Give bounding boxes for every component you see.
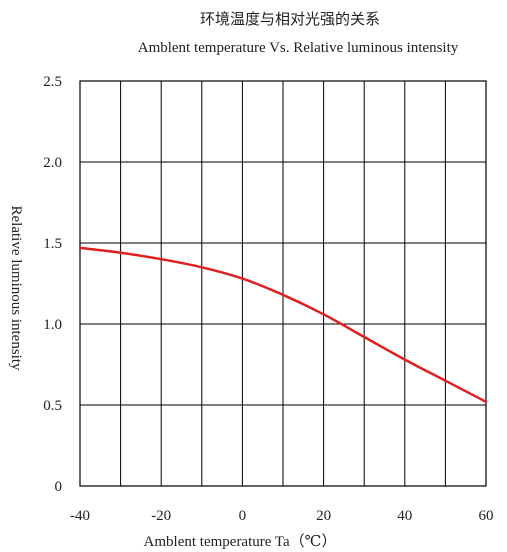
x-tick-label: 20 bbox=[316, 508, 331, 524]
y-axis-label: Relative luminous intensity bbox=[8, 206, 24, 371]
grid bbox=[80, 81, 486, 486]
y-tick-label: 2.5 bbox=[43, 74, 62, 90]
y-tick-label: 2.0 bbox=[43, 155, 62, 171]
plot-area bbox=[79, 80, 487, 487]
x-tick-label: -20 bbox=[151, 508, 171, 524]
y-tick-labels: 0 0.5 1.0 1.5 2.0 2.5 bbox=[43, 74, 62, 495]
x-tick-label: 60 bbox=[479, 508, 494, 524]
y-tick-label: 0.5 bbox=[43, 398, 62, 414]
x-tick-label: 0 bbox=[239, 508, 247, 524]
series-line bbox=[78, 246, 488, 404]
chart-title-cn: 环境温度与相对光强的关系 bbox=[200, 10, 380, 28]
x-tick-label: 40 bbox=[397, 508, 412, 524]
x-tick-label: -40 bbox=[70, 508, 90, 524]
y-tick-label: 1.5 bbox=[43, 236, 62, 252]
x-axis-label: Amblent temperature Ta（℃） bbox=[144, 533, 337, 550]
y-tick-label: 1.0 bbox=[43, 317, 62, 333]
chart-title: Amblent temperature Vs. Relative luminou… bbox=[138, 40, 459, 56]
x-tick-labels: -40 -20 0 20 40 60 bbox=[70, 508, 494, 524]
y-tick-label: 0 bbox=[55, 479, 63, 495]
